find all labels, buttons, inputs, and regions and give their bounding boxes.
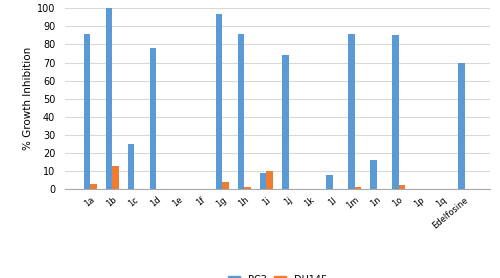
Bar — [238, 34, 244, 189]
Bar — [326, 175, 332, 189]
Bar — [216, 14, 222, 189]
Bar — [398, 185, 404, 189]
Bar — [222, 182, 228, 189]
Bar — [112, 165, 118, 189]
Bar — [128, 144, 134, 189]
Bar — [260, 173, 266, 189]
Bar — [150, 48, 156, 189]
Bar — [106, 8, 112, 189]
Bar — [84, 34, 90, 189]
Bar — [348, 34, 354, 189]
Bar — [458, 63, 464, 189]
Y-axis label: % Growth Inhibition: % Growth Inhibition — [22, 47, 32, 150]
Bar — [244, 187, 250, 189]
Bar — [392, 36, 398, 189]
Legend: PC3, DU145: PC3, DU145 — [224, 271, 331, 278]
Bar — [266, 171, 272, 189]
Bar — [282, 55, 288, 189]
Bar — [370, 160, 376, 189]
Bar — [90, 183, 96, 189]
Bar — [354, 187, 360, 189]
